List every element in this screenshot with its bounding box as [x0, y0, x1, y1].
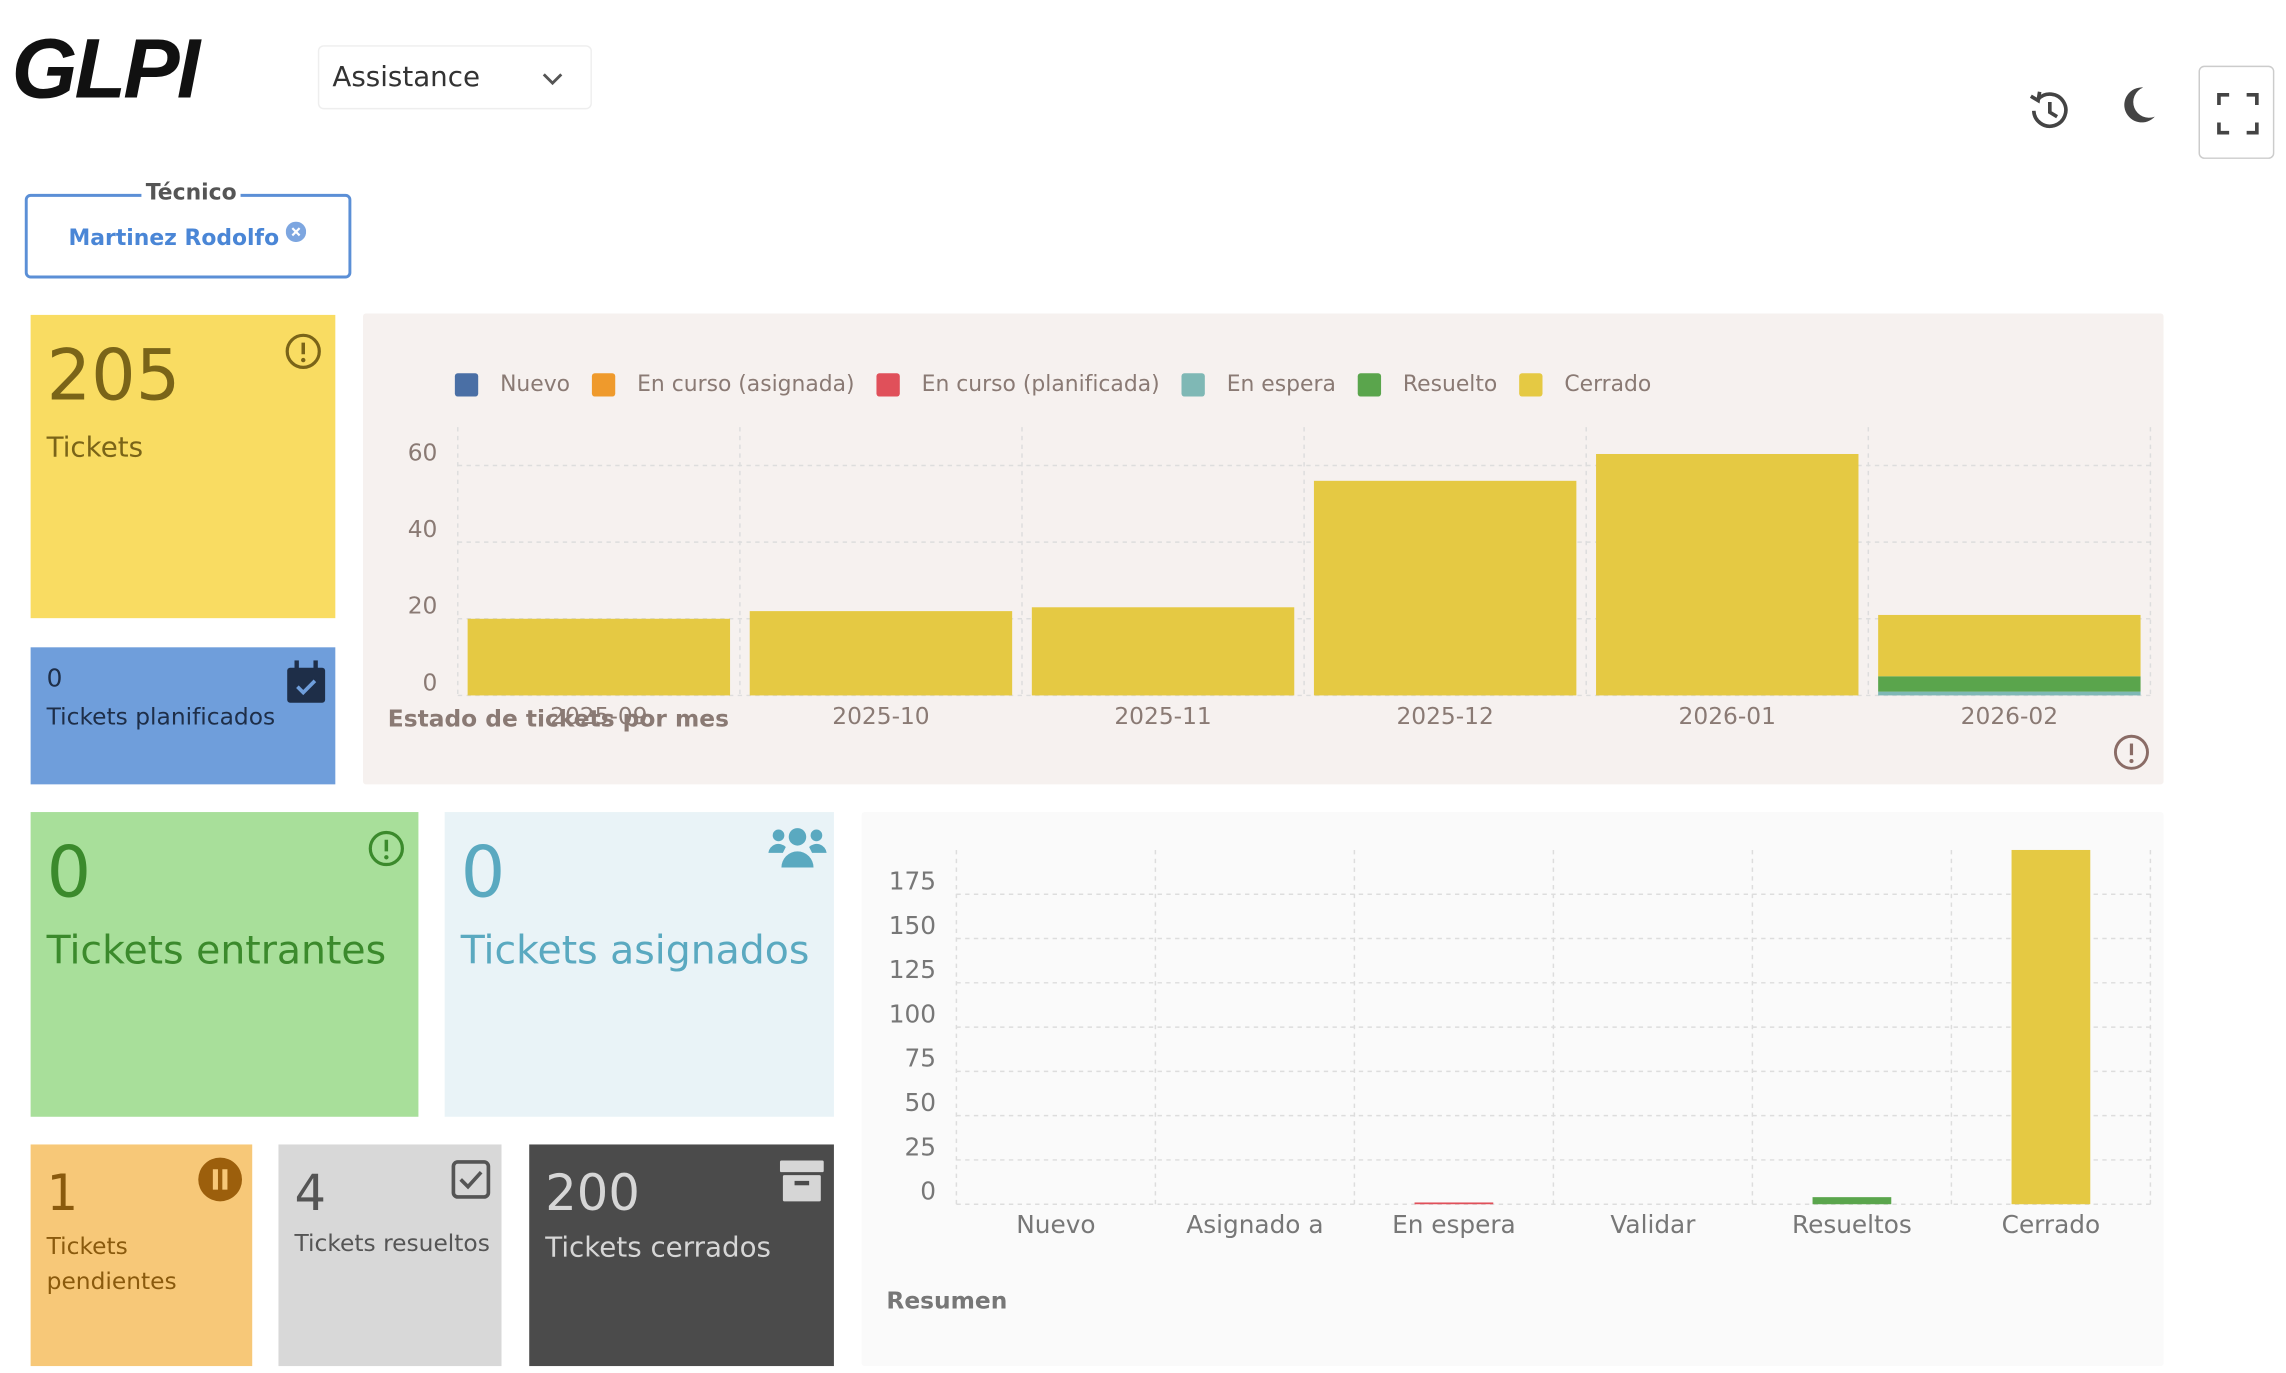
legend-swatch [1519, 373, 1543, 397]
card-value: 4 [294, 1164, 327, 1224]
card-tickets[interactable]: 205 Tickets [30, 314, 336, 619]
legend-swatch [876, 373, 900, 397]
chart-panel-summary [861, 812, 2164, 1367]
bar-segment [1878, 614, 2141, 677]
chart-title: Resumen [886, 1287, 1007, 1314]
card-value: 205 [46, 335, 181, 417]
bar-segment [749, 611, 1013, 696]
card-assigned[interactable]: 0 Tickets asignados [444, 812, 834, 1117]
menu-label: Assistance [332, 61, 481, 94]
check-icon [451, 1160, 491, 1199]
y-tick-label: 40 [408, 516, 438, 543]
card-closed[interactable]: 200 Tickets cerrados [529, 1144, 834, 1367]
y-tick-label: 125 [889, 955, 936, 984]
x-tick-label: Asignado a [1186, 1210, 1323, 1239]
card-value: 0 [46, 832, 92, 915]
x-tick-label: Resueltos [1792, 1210, 1912, 1239]
legend-label: Cerrado [1564, 372, 1651, 397]
card-pending[interactable]: 1 Tickets pendientes [30, 1144, 253, 1367]
history-icon[interactable] [2021, 82, 2079, 140]
theme-icon[interactable] [2114, 82, 2164, 132]
chart-title: Estado de tickets por mes [388, 706, 729, 733]
info-icon [2113, 734, 2149, 770]
x-tick-label: Validar [1610, 1210, 1696, 1239]
fullscreen-button[interactable] [2198, 65, 2275, 159]
x-tick-label: 2026-02 [1961, 703, 2058, 730]
filter-value: Martinez Rodolfo [68, 224, 280, 251]
logo[interactable]: GLPI [11, 21, 201, 117]
card-label: Tickets entrantes [46, 928, 387, 974]
card-label: Tickets asignados [460, 928, 810, 974]
legend-label: Resuelto [1403, 372, 1497, 397]
card-label: Tickets pendientes [46, 1231, 177, 1295]
bar-segment [1878, 676, 2141, 692]
bar-segment [1031, 607, 1295, 696]
x-tick-label: 2025-11 [1114, 703, 1211, 730]
card-value: 200 [545, 1164, 640, 1224]
legend-label: En espera [1227, 372, 1336, 397]
legend-label: Nuevo [500, 372, 570, 397]
bar-segment [1313, 480, 1577, 696]
chart-panel-monthly [363, 313, 2164, 785]
card-solved[interactable]: 4 Tickets resueltos [278, 1144, 502, 1367]
bar [1812, 1197, 1892, 1205]
y-tick-label: 60 [408, 439, 438, 466]
card-incoming[interactable]: 0 Tickets entrantes [30, 812, 419, 1117]
bar-segment [467, 618, 731, 696]
y-tick-label: 20 [408, 593, 438, 620]
chevron [542, 73, 563, 86]
legend-label: En curso (asignada) [637, 372, 855, 397]
pause-icon [198, 1157, 243, 1202]
alert-icon [368, 830, 404, 867]
legend-swatch [591, 373, 616, 397]
bar-segment [1878, 691, 2141, 696]
x-tick-label: 2025-12 [1396, 703, 1493, 730]
y-tick-label: 50 [904, 1088, 936, 1117]
x-tick-label: Cerrado [2002, 1210, 2101, 1239]
x-tick-label: 2026-01 [1679, 703, 1776, 730]
legend-swatch [1357, 373, 1382, 397]
alert-icon [285, 333, 321, 369]
calendar-icon [287, 660, 326, 703]
card-value: 0 [460, 832, 506, 915]
remove-icon[interactable] [285, 221, 307, 243]
technician-filter[interactable]: Técnico Martinez Rodolfo [24, 179, 352, 279]
bar [2011, 849, 2091, 1205]
bar-segment [1596, 453, 1859, 696]
card-label: Tickets cerrados [545, 1231, 771, 1265]
legend-swatch [454, 373, 479, 397]
card-planned[interactable]: 0 Tickets planificados [30, 647, 336, 785]
fullscreen-icon [2217, 92, 2259, 135]
x-tick-label: 2025-10 [832, 703, 929, 730]
legend-swatch [1181, 373, 1205, 397]
archive-icon [779, 1160, 824, 1202]
card-value: 1 [46, 1164, 79, 1224]
y-tick-label: 25 [904, 1132, 936, 1161]
y-tick-label: 150 [889, 911, 936, 940]
card-value: 0 [46, 664, 63, 694]
y-tick-label: 175 [889, 867, 936, 896]
x-tick-label: En espera [1392, 1210, 1516, 1239]
card-label: Tickets [46, 431, 144, 464]
y-tick-label: 100 [889, 999, 936, 1028]
menu-dropdown[interactable]: Assistance [317, 45, 592, 110]
legend-label: En curso (planificada) [922, 372, 1160, 397]
card-label: Tickets planificados [46, 702, 276, 731]
users-icon [768, 828, 827, 868]
y-tick-label: 0 [920, 1177, 936, 1206]
y-tick-label: 0 [423, 669, 438, 696]
x-tick-label: Nuevo [1016, 1210, 1095, 1239]
card-label: Tickets resueltos [294, 1229, 490, 1257]
x-tick-label: 2025-09 [550, 703, 647, 730]
filter-label: Técnico [141, 179, 242, 206]
bar [1414, 1202, 1494, 1205]
y-tick-label: 75 [904, 1044, 936, 1073]
